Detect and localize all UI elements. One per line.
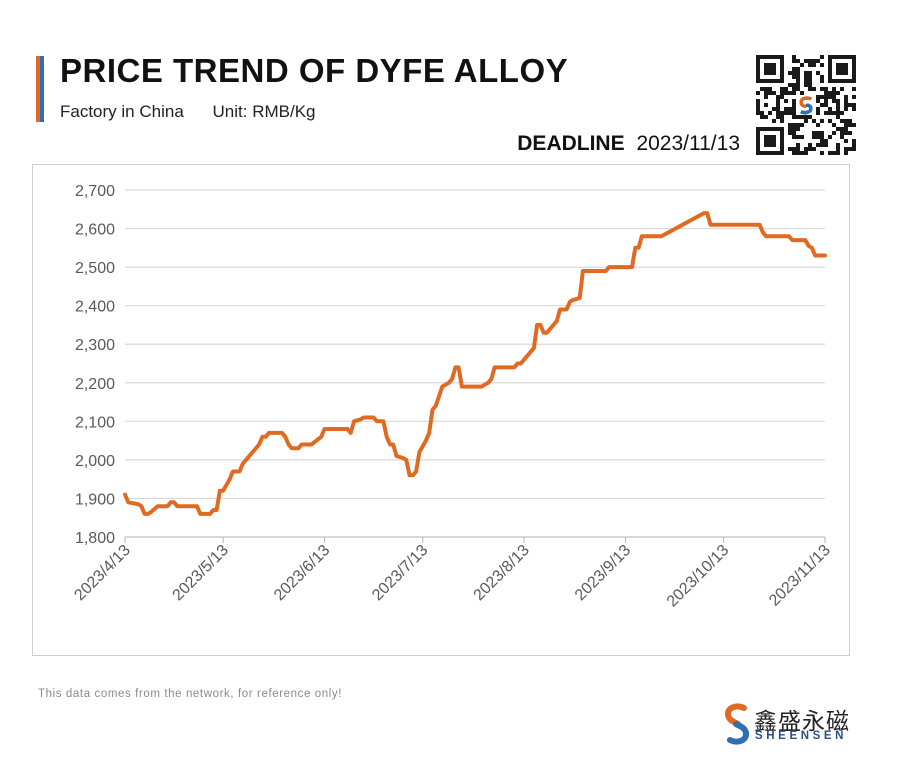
chart-subtitle: Factory in China Unit: RMB/Kg [60,102,316,122]
brand-logo-block: 鑫盛永磁 SHEENSEN [722,702,862,748]
deadline-label: DEADLINE [517,132,625,155]
brand-name-chinese: 鑫盛永磁 [754,709,850,735]
price-series-line [123,211,827,516]
x-tick-label: 2023/11/13 [766,542,834,610]
y-tick-label: 2,500 [75,260,115,277]
x-tick-label: 2023/8/13 [471,542,533,604]
brand-name-english: SHEENSEN [755,730,848,742]
factory-label: Factory in China [60,102,184,121]
x-tick-label: 2023/7/13 [369,542,431,604]
x-tick-label: 2023/10/13 [664,542,733,611]
y-tick-label: 2,400 [75,299,115,316]
y-tick-label: 2,600 [75,222,115,239]
unit-label: Unit: RMB/Kg [212,102,316,121]
y-tick-label: 2,700 [75,183,115,200]
x-tick-label: 2023/9/13 [572,542,634,604]
x-tick-label: 2023/5/13 [170,542,232,604]
chart-title: PRICE TREND OF DYFE ALLOY [60,52,569,89]
price-line-chart: 1,800 1,900 2,000 2,100 2,200 2,300 2,400 2,500… [71,183,834,611]
chart-frame: 1,800 1,900 2,000 2,100 2,200 2,300 2,400 2,500… [32,164,850,656]
y-tick-label: 2,200 [75,376,115,393]
x-tick-label: 2023/4/13 [71,542,133,604]
deadline-date: 2023/11/13 [636,132,740,155]
sheensen-logo-icon [724,703,750,745]
x-tick-label: 2023/6/13 [271,542,333,604]
y-tick-label: 2,100 [75,414,115,431]
y-tick-label: 2,000 [75,453,115,470]
y-tick-label: 1,900 [75,491,115,508]
y-tick-label: 2,300 [75,337,115,354]
deadline: DEADLINE 2023/11/13 [517,132,740,156]
title-accent-bar [36,56,44,122]
disclaimer-note: This data comes from the network, for re… [38,688,343,700]
y-tick-label: 1,800 [75,530,115,547]
qr-code-icon[interactable] [756,55,856,155]
